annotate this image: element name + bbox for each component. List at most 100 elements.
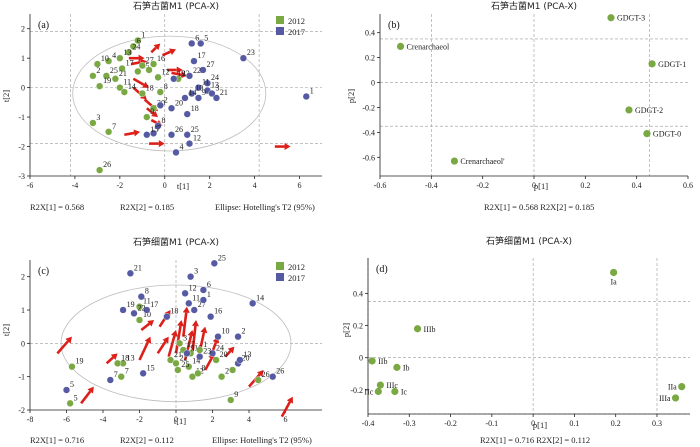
- data-point: [113, 359, 122, 367]
- data-point: [154, 122, 162, 130]
- arrow-head: [257, 370, 264, 377]
- data-point: [125, 48, 133, 56]
- x-tick-label: -2: [117, 181, 124, 190]
- data-point: [254, 376, 262, 384]
- data-point: [66, 399, 74, 407]
- arrow-head: [227, 346, 235, 354]
- legend-swatch-2017: [276, 273, 284, 281]
- chart-title: 石笋古菌M1 (PCA-X): [133, 0, 219, 12]
- panel-label: (a): [38, 20, 49, 31]
- point-label: 22: [138, 303, 146, 312]
- data-point: [199, 296, 207, 304]
- point-label: 13: [211, 81, 219, 90]
- point-label: 1: [203, 340, 207, 349]
- x-tick-label: 6: [298, 181, 302, 190]
- arrow-head: [177, 320, 184, 327]
- data-point: [156, 101, 164, 109]
- point-label: 9: [150, 107, 154, 116]
- loading-point: [368, 357, 376, 365]
- data-point: [166, 356, 175, 364]
- shift-arrow: [150, 46, 157, 54]
- data-point: [239, 54, 247, 62]
- data-point: [185, 72, 194, 80]
- shift-arrow: [140, 322, 151, 332]
- shift-arrow: [105, 356, 115, 365]
- point-label: 21: [220, 88, 228, 97]
- point-label: 20: [220, 350, 228, 359]
- x-tick-label: 0: [174, 415, 178, 424]
- data-point: [188, 39, 196, 48]
- y-tick-label: 0: [371, 79, 375, 88]
- point-label: 24: [132, 42, 140, 51]
- x-tick-label: 0.6: [683, 181, 693, 190]
- data-point: [118, 64, 126, 73]
- point-label: 4: [180, 142, 184, 151]
- x-axis-label: t[1]: [174, 416, 186, 426]
- point-label: 24: [211, 73, 219, 82]
- loading-label: Ia: [611, 277, 618, 286]
- arrow-head: [138, 54, 145, 62]
- data-point: [194, 94, 203, 102]
- data-point: [214, 333, 222, 341]
- data-point: [105, 128, 113, 136]
- data-point: [89, 119, 97, 127]
- x-tick-label: 0.3: [652, 419, 662, 428]
- data-point: [190, 306, 198, 314]
- point-label: 21: [174, 350, 182, 359]
- point-label: 7: [114, 370, 118, 379]
- x-tick-label: -4: [72, 181, 79, 190]
- point-label: 14: [128, 82, 136, 91]
- y-tick-label: -0.4: [362, 128, 375, 137]
- data-point: [135, 316, 144, 324]
- point-label: 1: [207, 290, 211, 299]
- arrow-head: [176, 66, 183, 74]
- point-label: 3: [183, 333, 187, 342]
- data-point: [196, 346, 204, 354]
- panel-1: -0.6 -0.4 -0.2 0 0.2 0.4 0.6 -0.6 -0.4 -0.2 0 0.2 0.…: [346, 0, 693, 212]
- data-point: [207, 313, 215, 321]
- shift-arrow: [224, 350, 232, 358]
- x-tick-label: 4: [253, 181, 257, 190]
- point-label: 2: [164, 95, 168, 104]
- y-axis-label: p[2]: [346, 89, 356, 103]
- x-tick-label: 0.1: [569, 419, 579, 428]
- point-label: 19: [127, 300, 135, 309]
- data-point: [302, 92, 310, 101]
- shift-arrow: [130, 60, 142, 66]
- loading-point: [391, 387, 399, 396]
- loading-point: [648, 60, 656, 68]
- shift-arrow: [124, 131, 135, 137]
- data-point: [96, 82, 104, 90]
- y-tick-label: -2: [18, 143, 25, 152]
- loading-point: [678, 383, 686, 391]
- y-tick-label: -2: [18, 406, 25, 415]
- data-point: [149, 104, 158, 112]
- y-tick-label: -0.6: [362, 153, 375, 162]
- data-point: [185, 363, 193, 371]
- data-point: [117, 373, 125, 381]
- point-label: 10: [101, 54, 109, 63]
- chart-title: 石笋古菌M1 (PCA-X): [491, 0, 577, 12]
- data-point: [149, 129, 158, 137]
- point-label: 1: [141, 31, 145, 40]
- data-point: [167, 131, 176, 139]
- x-tick-label: 2: [208, 181, 212, 190]
- x-tick-label: -2: [136, 415, 143, 424]
- data-point: [269, 373, 277, 381]
- point-label: 9: [234, 390, 238, 399]
- x-tick-label: 4: [247, 415, 251, 424]
- point-label: 12: [162, 67, 170, 76]
- data-point: [106, 376, 114, 384]
- point-label: 1: [310, 86, 314, 95]
- arrow-head: [151, 110, 159, 118]
- y-tick-label: 0: [359, 354, 363, 363]
- point-label: 16: [157, 54, 165, 63]
- data-point: [102, 72, 110, 80]
- point-label: 11: [192, 293, 200, 302]
- legend-swatch-2012: [276, 16, 284, 24]
- point-label: 2: [96, 66, 100, 75]
- data-point: [249, 299, 257, 307]
- arrow-head: [182, 306, 190, 314]
- arrow-head: [284, 143, 291, 151]
- arrow-head: [180, 71, 188, 79]
